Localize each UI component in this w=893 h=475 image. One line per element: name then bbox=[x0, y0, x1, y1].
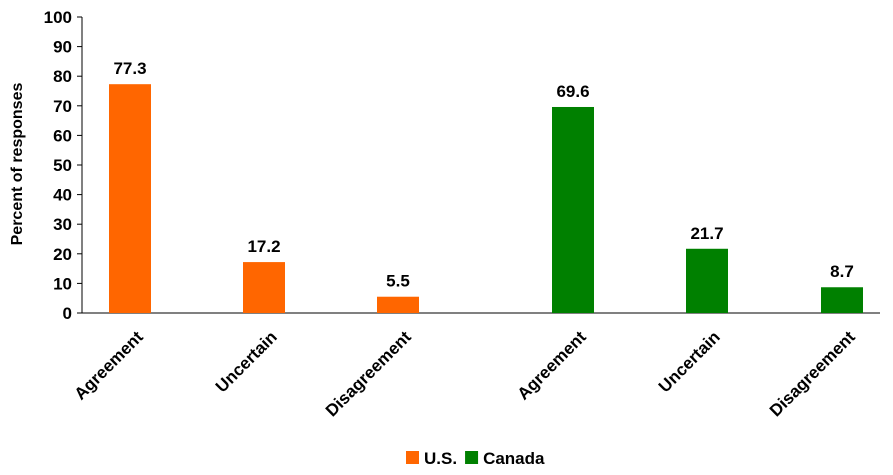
x-tick-label: Agreement bbox=[71, 327, 147, 403]
bar bbox=[109, 84, 151, 313]
legend-swatch bbox=[406, 451, 419, 464]
bar bbox=[552, 106, 594, 313]
x-tick-label: Agreement bbox=[514, 327, 590, 403]
labels: 77.3 Agreement 17.2 Uncertain 5.5 Disagreemen… bbox=[71, 59, 859, 420]
x-tick-label: Uncertain bbox=[655, 327, 724, 396]
y-tick-label: 80 bbox=[53, 67, 72, 86]
legend-label: Canada bbox=[483, 449, 545, 468]
bar bbox=[821, 287, 863, 313]
data-label: 8.7 bbox=[830, 262, 854, 281]
x-tick-label: Uncertain bbox=[212, 327, 281, 396]
y-tick-label: 70 bbox=[53, 97, 72, 116]
y-tick-label: 10 bbox=[53, 274, 72, 293]
y-tick-label: 40 bbox=[53, 186, 72, 205]
x-tick-label: Disagreement bbox=[766, 327, 859, 420]
y-tick-label: 30 bbox=[53, 215, 72, 234]
legend-label: U.S. bbox=[424, 449, 457, 468]
y-tick-label: 20 bbox=[53, 245, 72, 264]
bar bbox=[377, 296, 419, 313]
y-tick-label: 50 bbox=[53, 156, 72, 175]
legend: U.S. Canada bbox=[406, 449, 545, 468]
y-tick-label: 0 bbox=[63, 304, 72, 323]
data-label: 17.2 bbox=[247, 237, 280, 256]
bar bbox=[243, 262, 285, 313]
x-tick-label: Disagreement bbox=[322, 327, 415, 420]
data-label: 69.6 bbox=[556, 82, 589, 101]
legend-swatch bbox=[465, 451, 479, 464]
bar bbox=[686, 248, 728, 313]
y-tick-label: 100 bbox=[44, 8, 72, 27]
axes: 0 10 20 30 40 50 60 70 80 90 100 bbox=[44, 8, 880, 323]
y-axis-title: Percent of responses bbox=[9, 83, 26, 246]
y-tick-label: 60 bbox=[53, 126, 72, 145]
data-label: 21.7 bbox=[690, 224, 723, 243]
y-tick-label: 90 bbox=[53, 38, 72, 57]
data-label: 5.5 bbox=[386, 272, 410, 291]
bars bbox=[109, 84, 863, 313]
data-label: 77.3 bbox=[113, 59, 146, 78]
